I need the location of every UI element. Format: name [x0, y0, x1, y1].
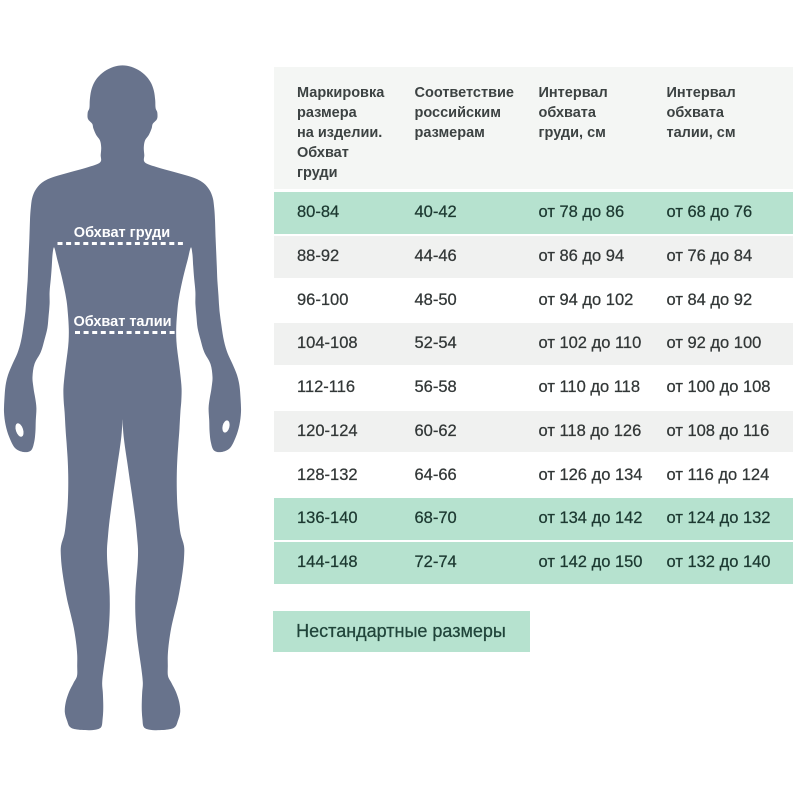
svg-text:Обхват груди: Обхват груди [74, 225, 170, 241]
svg-text:Обхват талии: Обхват талии [73, 314, 171, 330]
